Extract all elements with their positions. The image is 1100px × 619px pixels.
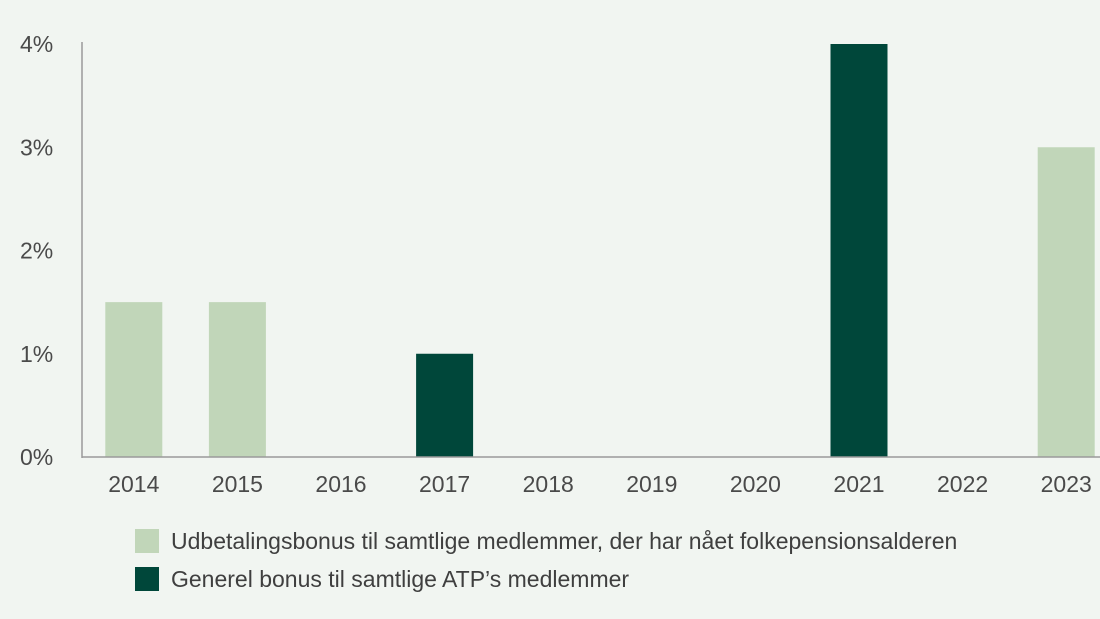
x-tick-label: 2014 (108, 471, 159, 497)
x-tick-label: 2022 (937, 471, 988, 497)
y-axis-labels: 0% 1% 2% 3% 4% (20, 31, 53, 470)
y-tick-label: 1% (20, 341, 53, 367)
legend-swatch-generel-bonus (135, 567, 159, 591)
x-tick-label: 2021 (833, 471, 884, 497)
legend-label-udbetalingsbonus: Udbetalingsbonus til samtlige medlemmer,… (171, 527, 958, 554)
bars (105, 44, 1095, 457)
x-axis-labels: 2014 2015 2016 2017 2018 2019 2020 2021 2022 2023 (108, 471, 1092, 497)
legend-swatch-udbetalingsbonus (135, 529, 159, 553)
x-tick-label: 2020 (730, 471, 781, 497)
x-tick-label: 2016 (315, 471, 366, 497)
legend-item-udbetalingsbonus: Udbetalingsbonus til samtlige medlemmer,… (135, 522, 957, 560)
legend-item-generel-bonus: Generel bonus til samtlige ATP’s medlemm… (135, 560, 957, 598)
legend-label-generel-bonus: Generel bonus til samtlige ATP’s medlemm… (171, 565, 630, 592)
x-tick-label: 2019 (626, 471, 677, 497)
y-tick-label: 2% (20, 238, 53, 264)
y-tick-label: 4% (20, 31, 53, 57)
x-tick-label: 2018 (523, 471, 574, 497)
bar-2015-series-0 (208, 302, 266, 457)
x-tick-label: 2015 (212, 471, 263, 497)
x-tick-label: 2023 (1041, 471, 1092, 497)
bar-2017-series-1 (416, 353, 474, 457)
legend: Udbetalingsbonus til samtlige medlemmer,… (135, 522, 957, 598)
y-tick-label: 3% (20, 134, 53, 160)
bar-2023-series-0 (1037, 147, 1095, 457)
x-tick-label: 2017 (419, 471, 470, 497)
bar-2014-series-0 (105, 302, 163, 457)
bar-2021-series-1 (830, 44, 888, 457)
y-tick-label: 0% (20, 444, 53, 470)
